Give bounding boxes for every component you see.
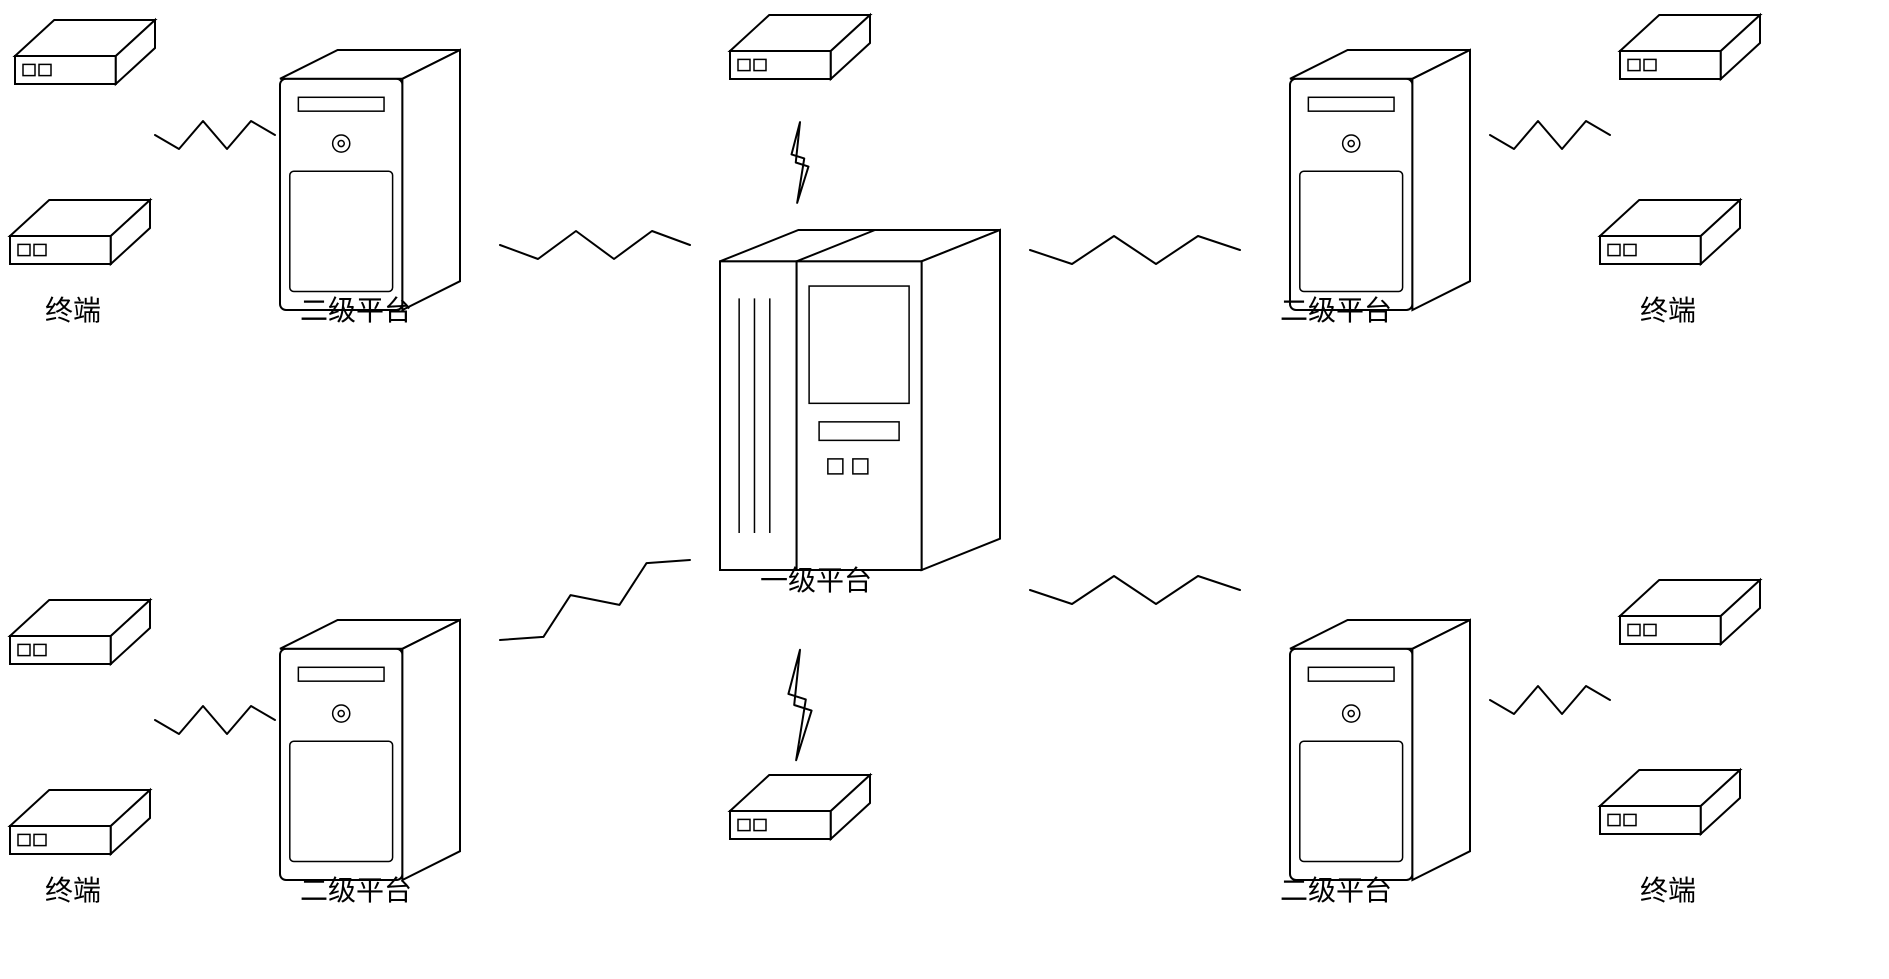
- diagram-canvas: 一级平台二级平台二级平台二级平台二级平台终端终端终端终端: [0, 0, 1889, 979]
- network-diagram: 一级平台二级平台二级平台二级平台二级平台终端终端终端终端: [0, 0, 1889, 979]
- node-label: 终端: [1640, 875, 1696, 906]
- node-label: 终端: [45, 295, 101, 326]
- node-label: 二级平台: [300, 875, 412, 906]
- node-label: 终端: [45, 875, 101, 906]
- node-label: 二级平台: [300, 295, 412, 326]
- node-label: 终端: [1640, 295, 1696, 326]
- node-label: 二级平台: [1280, 875, 1392, 906]
- node-label: 二级平台: [1280, 295, 1392, 326]
- node-label: 一级平台: [760, 565, 872, 596]
